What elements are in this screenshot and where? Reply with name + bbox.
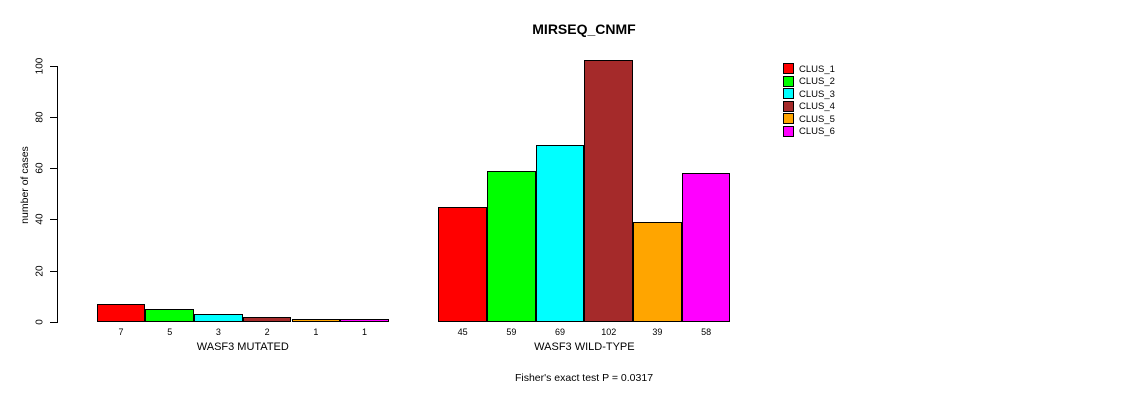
bar — [145, 309, 195, 322]
legend-label: CLUS_5 — [799, 113, 835, 125]
bar-value-label: 59 — [506, 327, 517, 337]
bar — [340, 319, 389, 322]
bar-value-label: 5 — [167, 327, 173, 337]
bar-value-label: 2 — [264, 327, 270, 337]
bar — [96, 304, 146, 322]
legend-color-swatch — [783, 113, 794, 124]
legend-label: CLUS_4 — [799, 101, 835, 112]
y-tick-label: 100 — [34, 57, 46, 74]
legend-label: CLUS_6 — [799, 126, 835, 137]
y-tick-label: 20 — [34, 265, 46, 277]
y-tick — [50, 116, 57, 118]
legend-color-swatch — [783, 88, 794, 99]
bar — [584, 60, 634, 322]
y-tick-label: 80 — [34, 111, 46, 123]
bar-value-label: 1 — [313, 327, 319, 337]
y-tick — [50, 270, 57, 272]
bar-value-label: 102 — [601, 327, 617, 337]
bar — [438, 206, 487, 322]
bar — [487, 170, 536, 322]
y-tick — [50, 168, 57, 170]
legend-color-swatch — [783, 75, 794, 87]
bar-value-label: 7 — [118, 327, 124, 337]
legend-label: CLUS_1 — [799, 63, 835, 75]
fisher-test-annotation: Fisher's exact test P = 0.0317 — [514, 372, 654, 384]
group-label: WASF3 WILD-TYPE — [534, 341, 635, 353]
y-axis-line — [57, 65, 58, 323]
legend-color-swatch — [783, 125, 794, 137]
bar — [535, 145, 585, 322]
y-tick-label: 0 — [34, 319, 46, 325]
bar-value-label: 3 — [215, 327, 221, 337]
bar-value-label: 69 — [555, 327, 566, 337]
y-tick-label: 40 — [34, 213, 46, 225]
bar — [194, 314, 243, 322]
y-tick — [50, 65, 57, 67]
y-tick-label: 60 — [34, 162, 46, 174]
legend-color-swatch — [783, 63, 794, 74]
bar-value-label: 39 — [652, 327, 663, 337]
bar — [242, 316, 292, 322]
legend-label: CLUS_2 — [799, 76, 835, 87]
chart-title: MIRSEQ_CNMF — [532, 21, 636, 37]
bar-value-label: 1 — [362, 327, 368, 337]
y-axis-label: number of cases — [19, 146, 31, 224]
bar-value-label: 58 — [701, 327, 712, 337]
bar — [633, 221, 682, 322]
y-tick — [50, 322, 57, 323]
bar-value-label: 45 — [457, 327, 468, 337]
bar — [291, 319, 341, 322]
group-label: WASF3 MUTATED — [196, 341, 289, 353]
y-tick — [50, 219, 57, 221]
legend-label: CLUS_3 — [799, 88, 835, 100]
legend-color-swatch — [783, 100, 794, 112]
bar — [681, 173, 731, 322]
